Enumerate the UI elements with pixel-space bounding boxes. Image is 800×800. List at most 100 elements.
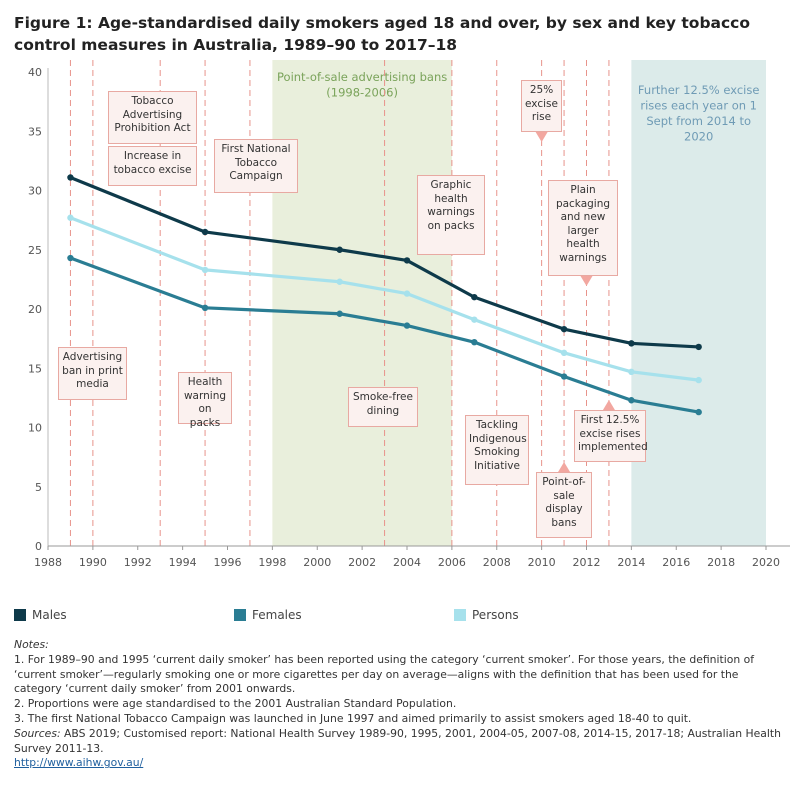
x-tick-label: 1994 <box>169 556 197 569</box>
data-point-females <box>628 397 635 404</box>
note-2: 2. Proportions were age standardised to … <box>14 697 457 711</box>
legend-item-females[interactable]: Females <box>234 607 302 623</box>
y-tick-label: 40 <box>28 66 42 79</box>
sources: Sources: ABS 2019; Customised report: Na… <box>14 727 786 757</box>
annotation-line: health <box>566 238 600 250</box>
pointer-excise-25-icon <box>535 132 548 142</box>
annotation-indigenous: Tackling Indigenous Smoking Initiative <box>465 415 529 485</box>
annotation-line: excise rises <box>579 427 641 440</box>
series-line-males <box>69 175 699 349</box>
series-line-females <box>69 256 699 414</box>
legend-label-females: Females <box>252 608 302 622</box>
x-tick-label: 2004 <box>393 556 421 569</box>
annotation-line: Advertising <box>62 351 123 363</box>
pointer-first-12-5-icon <box>602 400 615 410</box>
annotation-first-12-5: First 12.5% excise rises implemented <box>574 410 648 462</box>
band-1-label-line: (1998-2006) <box>326 86 398 100</box>
x-tick-label: 1988 <box>34 556 62 569</box>
x-tick-label: 1996 <box>214 556 242 569</box>
data-point-females <box>336 310 343 317</box>
x-tick-label: 2018 <box>707 556 735 569</box>
annotation-line: Initiative <box>474 459 520 472</box>
data-point-females <box>67 254 74 262</box>
annotation-line: larger <box>567 224 599 237</box>
data-point-males <box>628 340 635 347</box>
data-point-males <box>403 257 411 264</box>
band-2-label-line: rises each year on 1 <box>640 99 757 113</box>
annotation-line: Indigenous <box>469 432 527 445</box>
x-tick-label: 1990 <box>79 556 107 569</box>
annotation-excise-increase: Increase in tobacco excise <box>108 146 197 186</box>
data-point-males <box>695 343 702 351</box>
annotation-line: on packs <box>189 403 221 429</box>
annotation-line: warning <box>183 389 227 402</box>
annotation-line: First National <box>221 143 291 155</box>
annotation-line: 25% <box>529 84 554 96</box>
annotation-line: Increase in <box>123 150 182 162</box>
legend-item-males[interactable]: Males <box>14 607 67 623</box>
sources-label: Sources: <box>14 726 61 740</box>
annotation-line: Tobacco <box>234 156 278 169</box>
band-2 <box>631 60 766 546</box>
x-tick-label: 2016 <box>662 556 690 569</box>
y-tick-label: 0 <box>35 540 42 553</box>
band-1 <box>272 60 452 546</box>
legend-label-persons: Persons <box>472 608 519 622</box>
note-1: 1. For 1989–90 and 1995 ‘current daily s… <box>14 652 755 696</box>
page-title: Figure 1: Age-standardised daily smokers… <box>14 14 751 54</box>
data-point-males <box>67 174 74 181</box>
data-point-persons <box>67 214 74 221</box>
annotation-line: health <box>434 192 468 205</box>
legend-label-males: Males <box>32 608 67 622</box>
annotation-smoke-free: Smoke-free dining <box>348 387 418 427</box>
aihw-link[interactable]: http://www.aihw.gov.au/ <box>14 756 144 770</box>
annotation-line: bans <box>551 516 577 529</box>
x-tick-label: 2014 <box>617 556 645 569</box>
data-point-persons <box>628 368 635 376</box>
annotation-line: Campaign <box>229 170 283 182</box>
annotation-line: media <box>76 378 109 390</box>
pointer-plain-packaging-icon <box>580 276 593 286</box>
annotation-line: Smoking <box>474 446 520 458</box>
sources-text: ABS 2019; Customised report: National He… <box>14 726 781 755</box>
males-swatch-icon <box>14 609 26 621</box>
annotation-line: Plain <box>570 184 596 196</box>
data-point-males <box>201 228 209 236</box>
note-3: 3. The first National Tobacco Campaign w… <box>14 711 692 725</box>
pointer-display-bans-icon <box>558 462 571 472</box>
data-point-females <box>201 304 209 312</box>
band-1-label-line: Point-of-sale advertising bans <box>277 70 447 84</box>
annotation-line: Tackling <box>475 419 519 431</box>
annotation-line: dining <box>366 404 400 417</box>
legend-item-persons[interactable]: Persons <box>454 607 519 623</box>
annotation-line: sale <box>553 489 575 502</box>
annotation-national-campaign: First National Tobacco Campaign <box>214 139 298 193</box>
x-tick-label: 2012 <box>573 556 601 569</box>
annotation-graphic-warnings: Graphic health warnings on packs <box>417 175 485 255</box>
data-point-persons <box>560 349 568 357</box>
annotation-line: Advertising <box>122 108 183 121</box>
annotation-health-warning: Health warning on packs <box>178 372 232 429</box>
annotation-line: ban in print <box>62 364 123 377</box>
annotation-line: Prohibition Act <box>114 122 191 134</box>
notes-heading: Notes: <box>14 638 49 651</box>
annotation-line: packaging <box>555 197 611 210</box>
y-tick-label: 5 <box>35 481 42 494</box>
annotation-excise-25: 25% excise rise <box>521 80 562 132</box>
annotation-print-media: Advertising ban in print media <box>58 347 127 400</box>
persons-swatch-icon <box>454 609 466 621</box>
annotation-display-bans: Point-of-sale display bans <box>536 472 592 538</box>
data-point-males <box>336 246 343 253</box>
x-tick-label: 1998 <box>258 556 286 569</box>
data-point-females <box>403 322 411 329</box>
annotation-line: warnings <box>427 206 475 218</box>
annotation-line: warnings <box>559 251 607 264</box>
annotation-line: implemented <box>578 441 648 453</box>
data-point-males <box>471 293 478 301</box>
series-line-persons <box>69 216 699 382</box>
data-point-persons <box>403 290 411 297</box>
annotation-line: First 12.5% <box>580 414 640 426</box>
data-point-persons <box>695 376 702 384</box>
annotation-tobacco-ad-act: Tobacco Advertising Prohibition Act <box>108 91 197 144</box>
annotation-line: Point-of- <box>542 476 586 488</box>
